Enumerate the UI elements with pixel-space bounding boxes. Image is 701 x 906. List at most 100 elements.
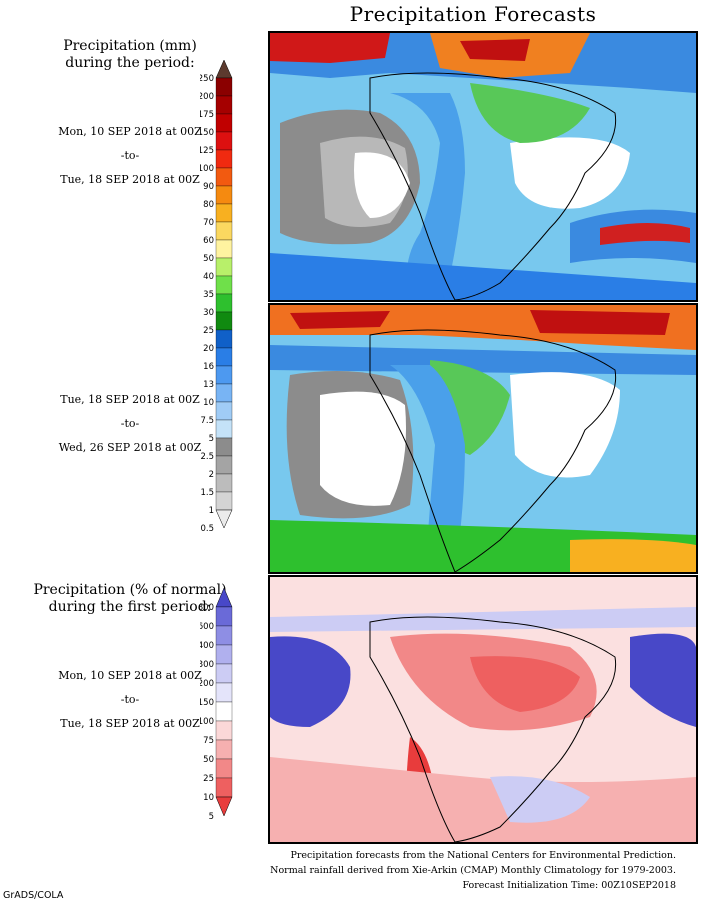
- precip-heading: Precipitation (mm) during the period:: [20, 38, 240, 72]
- percent-colorbar-top-arrow: [215, 588, 233, 608]
- period1-sep: -to-: [120, 149, 140, 162]
- precip-colorbar-tick-label: 100: [200, 164, 214, 174]
- percent-normal-map: [268, 575, 698, 844]
- percent-colorbar: 800 600 400 300 200 150 100 75 50 25 10 5: [200, 588, 233, 822]
- precip-colorbar-swatch: [215, 95, 233, 115]
- precip-colorbar-tick-label: 25: [203, 326, 214, 336]
- precip-colorbar-swatch: [215, 167, 233, 187]
- precip-colorbar-swatch: [215, 329, 233, 349]
- precip-colorbar-swatch: [215, 311, 233, 331]
- footer-line3: Forecast Initialization Time: 00Z10SEP20…: [462, 880, 676, 891]
- percent-heading: Precipitation (% of normal) during the f…: [20, 582, 240, 616]
- percent-colorbar-bottom-arrow: [215, 796, 233, 817]
- percent-colorbar-tick-label: 100: [200, 717, 214, 727]
- period1-start: Mon, 10 SEP 2018 at 00Z: [58, 125, 202, 138]
- precip-colorbar-tick-label: 2.5: [200, 452, 214, 462]
- percent-heading-line1: Precipitation (% of normal): [33, 582, 227, 598]
- percent-colorbar-swatch: [215, 739, 233, 760]
- precip-colorbar-tick-label: 40: [203, 272, 214, 282]
- period3-start: Mon, 10 SEP 2018 at 00Z: [58, 669, 202, 682]
- percent-colorbar-tick-label: 75: [203, 736, 214, 746]
- percent-colorbar-tick-label: 50: [203, 755, 214, 765]
- percent-colorbar-tick-label: 150: [200, 698, 214, 708]
- precip-colorbar-bottom-arrow: [215, 509, 233, 529]
- precip-colorbar-tick-label: 125: [200, 146, 214, 156]
- precip-colorbar-swatch: [215, 257, 233, 277]
- percent-colorbar-tick-label: 10: [203, 793, 214, 803]
- percent-colorbar-swatch: [215, 663, 233, 684]
- precip-colorbar-tick-label: 80: [203, 200, 214, 210]
- precip-colorbar-tick-label: 90: [203, 182, 214, 192]
- precip-colorbar-swatch: [215, 149, 233, 169]
- period1-dates: Mon, 10 SEP 2018 at 00Z -to- Tue, 18 SEP…: [30, 120, 230, 192]
- precip-colorbar-tick-label: 150: [200, 128, 214, 138]
- period3-dates: Mon, 10 SEP 2018 at 00Z -to- Tue, 18 SEP…: [30, 664, 230, 736]
- precip-colorbar-tick-label: 10: [203, 398, 214, 408]
- precip-colorbar-swatch: [215, 455, 233, 475]
- precip-colorbar-tick-label: 0.5: [200, 524, 214, 534]
- precip-colorbar-swatch: [215, 113, 233, 133]
- precip-colorbar-tick-label: 5: [209, 434, 214, 444]
- precip-map-week1: [268, 31, 698, 302]
- percent-colorbar-swatch: [215, 720, 233, 741]
- percent-colorbar-tick-label: 25: [203, 774, 214, 784]
- percent-heading-line2: during the first period:: [48, 599, 212, 615]
- percent-colorbar-swatch: [215, 606, 233, 627]
- precip-colorbar-swatch: [215, 473, 233, 493]
- percent-colorbar-swatch: [215, 701, 233, 722]
- grads-credit: GrADS/COLA: [3, 890, 64, 901]
- precip-colorbar-top-arrow: [215, 60, 233, 79]
- precip-colorbar-swatch: [215, 77, 233, 97]
- percent-colorbar-swatch: [215, 777, 233, 798]
- precip-colorbar-swatch: [215, 203, 233, 223]
- precip-colorbar-swatch: [215, 221, 233, 241]
- precip-colorbar-tick-label: 175: [200, 110, 214, 120]
- precip-map-week2: [268, 303, 698, 574]
- precip-colorbar-swatch: [215, 185, 233, 205]
- precip-colorbar-swatch: [215, 437, 233, 457]
- percent-colorbar-swatch: [215, 758, 233, 779]
- percent-colorbar-swatch: [215, 682, 233, 703]
- period2-start: Tue, 18 SEP 2018 at 00Z: [60, 393, 200, 406]
- precip-colorbar-tick-label: 1.5: [200, 488, 214, 498]
- percent-colorbar-tick-label: 300: [200, 660, 214, 670]
- precip-colorbar-tick-label: 60: [203, 236, 214, 246]
- period2-dates: Tue, 18 SEP 2018 at 00Z -to- Wed, 26 SEP…: [30, 388, 230, 460]
- precip-colorbar-tick-label: 2: [209, 470, 214, 480]
- precip-colorbar-swatch: [215, 365, 233, 385]
- precip-colorbar-swatch: [215, 347, 233, 367]
- precip-colorbar-swatch: [215, 293, 233, 313]
- period1-end: Tue, 18 SEP 2018 at 00Z: [60, 173, 200, 186]
- precip-colorbar-swatch: [215, 239, 233, 259]
- precip-colorbar-swatch: [215, 491, 233, 511]
- precip-colorbar-tick-label: 200: [200, 92, 214, 102]
- precip-colorbar-tick-label: 70: [203, 218, 214, 228]
- precip-colorbar-tick-label: 20: [203, 344, 214, 354]
- percent-colorbar-tick-label: 600: [200, 622, 214, 632]
- period2-end: Wed, 26 SEP 2018 at 00Z: [58, 441, 202, 454]
- precip-colorbar-swatch: [215, 275, 233, 295]
- precip-colorbar-swatch: [215, 131, 233, 151]
- footer-notes: Precipitation forecasts from the Nationa…: [270, 848, 676, 893]
- percent-colorbar-swatch: [215, 644, 233, 665]
- percent-colorbar-tick-label: 5: [209, 812, 214, 822]
- precip-colorbar-tick-label: 13: [203, 380, 214, 390]
- footer-line2: Normal rainfall derived from Xie-Arkin (…: [270, 865, 676, 876]
- precip-colorbar-tick-label: 50: [203, 254, 214, 264]
- precip-colorbar: 2502001751501251009080706050403530252016…: [200, 60, 233, 534]
- precip-colorbar-tick-label: 1: [209, 506, 214, 516]
- period3-end: Tue, 18 SEP 2018 at 00Z: [60, 717, 200, 730]
- precip-colorbar-swatch: [215, 401, 233, 421]
- precip-colorbar-tick-label: 16: [203, 362, 214, 372]
- percent-colorbar-swatch: [215, 625, 233, 646]
- percent-colorbar-tick-label: 400: [200, 641, 214, 651]
- precip-colorbar-tick-label: 250: [200, 74, 214, 84]
- precip-colorbar-tick-label: 35: [203, 290, 214, 300]
- precip-colorbar-tick-label: 30: [203, 308, 214, 318]
- footer-line1: Precipitation forecasts from the Nationa…: [290, 850, 677, 861]
- precip-colorbar-swatch: [215, 383, 233, 403]
- percent-colorbar-tick-label: 200: [200, 679, 214, 689]
- precip-heading-line1: Precipitation (mm): [63, 38, 197, 54]
- precip-heading-line2: during the period:: [65, 55, 195, 71]
- period2-sep: -to-: [120, 417, 140, 430]
